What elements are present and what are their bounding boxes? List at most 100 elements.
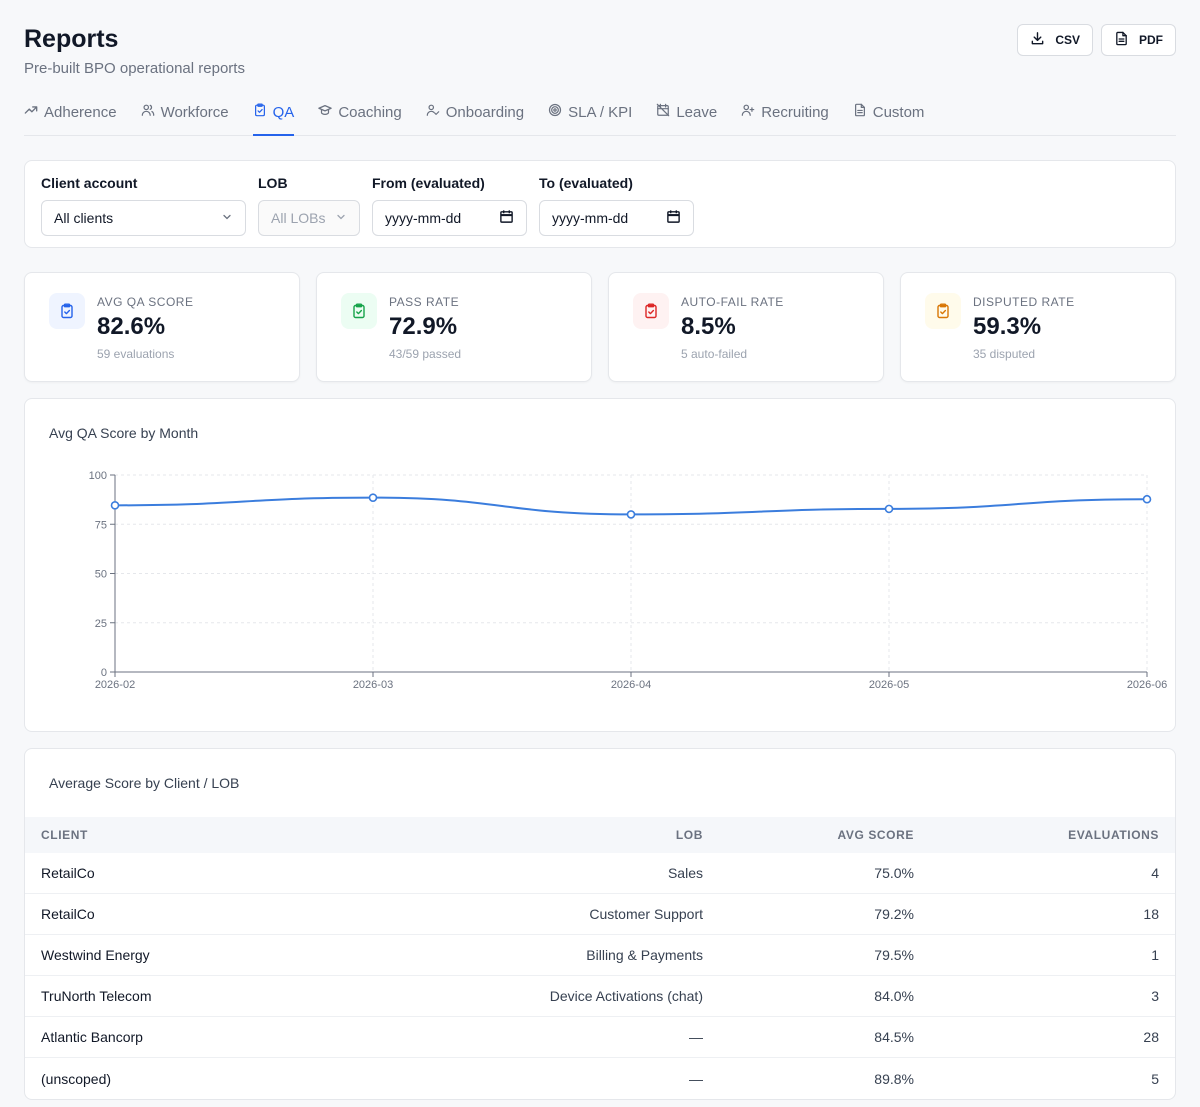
tab-qa[interactable]: QA (252, 90, 295, 136)
lob-filter: LOB All LOBs (258, 175, 360, 236)
data-point (1142, 494, 1152, 504)
cell-avg-score: 79.2% (874, 906, 914, 922)
cell-evaluations: 28 (1143, 1029, 1159, 1045)
export-pdf-button[interactable]: PDF (1101, 24, 1176, 56)
cell-client: TruNorth Telecom (41, 988, 152, 1004)
table-header: CLIENT LOB AVG SCORE EVALUATIONS (25, 817, 1175, 853)
tab-label: Workforce (160, 103, 229, 121)
client-account-label: Client account (41, 175, 138, 191)
lob-select-value: All LOBs (271, 210, 326, 226)
graduation-cap-icon (318, 103, 333, 121)
calendar-icon[interactable] (666, 209, 681, 227)
y-tick-label: 0 (101, 667, 107, 679)
kpi-label: DISPUTED RATE (973, 295, 1075, 309)
user-check-icon (426, 103, 440, 121)
table-row: RetailCo Sales 75.0% 4 (25, 853, 1175, 894)
qa-score-chart-card: Avg QA Score by Month 0 25 50 75 100 2026-02 2… (24, 398, 1176, 732)
clipboard-check-icon (49, 293, 85, 329)
from-date-label: From (evaluated) (372, 175, 485, 191)
table-row: (unscoped) — 89.8% 5 (25, 1058, 1175, 1099)
pdf-label: PDF (1139, 33, 1163, 47)
to-date-input[interactable]: yyyy-mm-dd (539, 200, 694, 236)
to-date-filter: To (evaluated) yyyy-mm-dd (539, 175, 694, 236)
file-icon (853, 103, 867, 121)
lob-label: LOB (258, 175, 288, 191)
tab-label: SLA / KPI (568, 103, 633, 121)
cell-lob: — (689, 1029, 703, 1045)
data-point (626, 510, 636, 519)
tab-label: Coaching (338, 103, 402, 121)
data-point (368, 493, 378, 502)
kpi-subtext: 5 auto-failed (681, 347, 748, 361)
tab-label: Recruiting (761, 103, 829, 121)
cell-evaluations: 18 (1143, 906, 1159, 922)
tab-workforce[interactable]: Workforce (141, 90, 229, 134)
tab-label: QA (272, 103, 295, 121)
clipboard-check-icon (253, 103, 267, 121)
tab-adherence[interactable]: Adherence (24, 90, 117, 134)
y-tick-label: 100 (89, 470, 107, 482)
x-tick-label: 2026-06 (1127, 679, 1167, 691)
kpi-disputed-rate: DISPUTED RATE 59.3% 35 disputed (900, 272, 1176, 382)
cell-client: Atlantic Bancorp (41, 1029, 143, 1045)
tab-onboarding[interactable]: Onboarding (426, 90, 524, 134)
cell-evaluations: 5 (1151, 1070, 1159, 1087)
cell-client: Westwind Energy (41, 947, 150, 963)
target-icon (548, 103, 562, 121)
tab-label: Onboarding (445, 103, 525, 121)
report-tabs: Adherence Workforce QA Coaching Onboardi… (24, 90, 1176, 136)
filter-bar: Client account All clients LOB All LOBs … (24, 160, 1176, 248)
kpi-subtext: 59 evaluations (97, 347, 175, 361)
tab-recruiting[interactable]: Recruiting (741, 90, 829, 134)
cell-avg-score: 75.0% (874, 865, 914, 881)
page-title: Reports (24, 25, 119, 53)
kpi-pass-rate: PASS RATE 72.9% 43/59 passed (316, 272, 592, 382)
column-header-lob: LOB (675, 828, 703, 842)
column-header-evaluations: EVALUATIONS (1068, 828, 1159, 842)
tab-leave[interactable]: Leave (656, 90, 717, 134)
tab-custom[interactable]: Custom (853, 90, 925, 134)
line-chart: 0 25 50 75 100 2026-02 2026-03 2026-04 2026-05 20… (89, 470, 1168, 691)
from-date-input[interactable]: yyyy-mm-dd (372, 200, 527, 236)
calendar-icon[interactable] (499, 209, 514, 227)
tab-label: Adherence (44, 103, 117, 121)
kpi-auto-fail-rate: AUTO-FAIL RATE 8.5% 5 auto-failed (608, 272, 884, 382)
from-date-filter: From (evaluated) yyyy-mm-dd (372, 175, 527, 236)
lob-select[interactable]: All LOBs (258, 200, 360, 236)
y-tick-label: 50 (95, 569, 107, 581)
cell-lob: Billing & Payments (586, 947, 703, 963)
chevron-down-icon (221, 210, 233, 226)
cell-lob: Sales (667, 865, 703, 881)
y-tick-label: 25 (95, 618, 107, 630)
tab-label: Custom (872, 103, 925, 121)
client-select-value: All clients (54, 210, 114, 226)
cell-lob: — (689, 1070, 703, 1087)
tab-coaching[interactable]: Coaching (318, 90, 402, 134)
client-account-select[interactable]: All clients (41, 200, 246, 236)
calendar-off-icon (656, 103, 670, 121)
x-tick-label: 2026-03 (353, 679, 393, 691)
tab-sla-kpi[interactable]: SLA / KPI (548, 90, 632, 134)
tab-label: Leave (676, 103, 718, 121)
cell-avg-score: 89.8% (874, 1070, 914, 1087)
cell-avg-score: 84.0% (874, 988, 914, 1004)
x-tick-label: 2026-04 (611, 679, 651, 691)
column-header-avg-score: AVG SCORE (837, 828, 914, 842)
page-header: Reports Pre-built BPO operational report… (24, 0, 1176, 90)
kpi-label: AUTO-FAIL RATE (681, 295, 784, 309)
cell-client: RetailCo (41, 865, 95, 881)
kpi-value: 72.9% (389, 313, 458, 340)
users-icon (141, 103, 155, 121)
to-date-label: To (evaluated) (539, 175, 633, 191)
clipboard-x-icon (633, 293, 669, 329)
cell-avg-score: 84.5% (874, 1029, 914, 1045)
cell-lob: Customer Support (589, 906, 703, 922)
export-buttons: CSV PDF (1017, 24, 1176, 56)
client-filter: Client account All clients (41, 175, 246, 236)
export-csv-button[interactable]: CSV (1017, 24, 1093, 56)
table-row: RetailCo Customer Support 79.2% 18 (25, 894, 1175, 935)
table-title: Average Score by Client / LOB (49, 775, 240, 791)
to-date-value: yyyy-mm-dd (552, 210, 629, 226)
kpi-cards: AVG QA SCORE 82.6% 59 evaluations PASS R… (24, 272, 1176, 382)
kpi-subtext: 35 disputed (973, 347, 1036, 361)
